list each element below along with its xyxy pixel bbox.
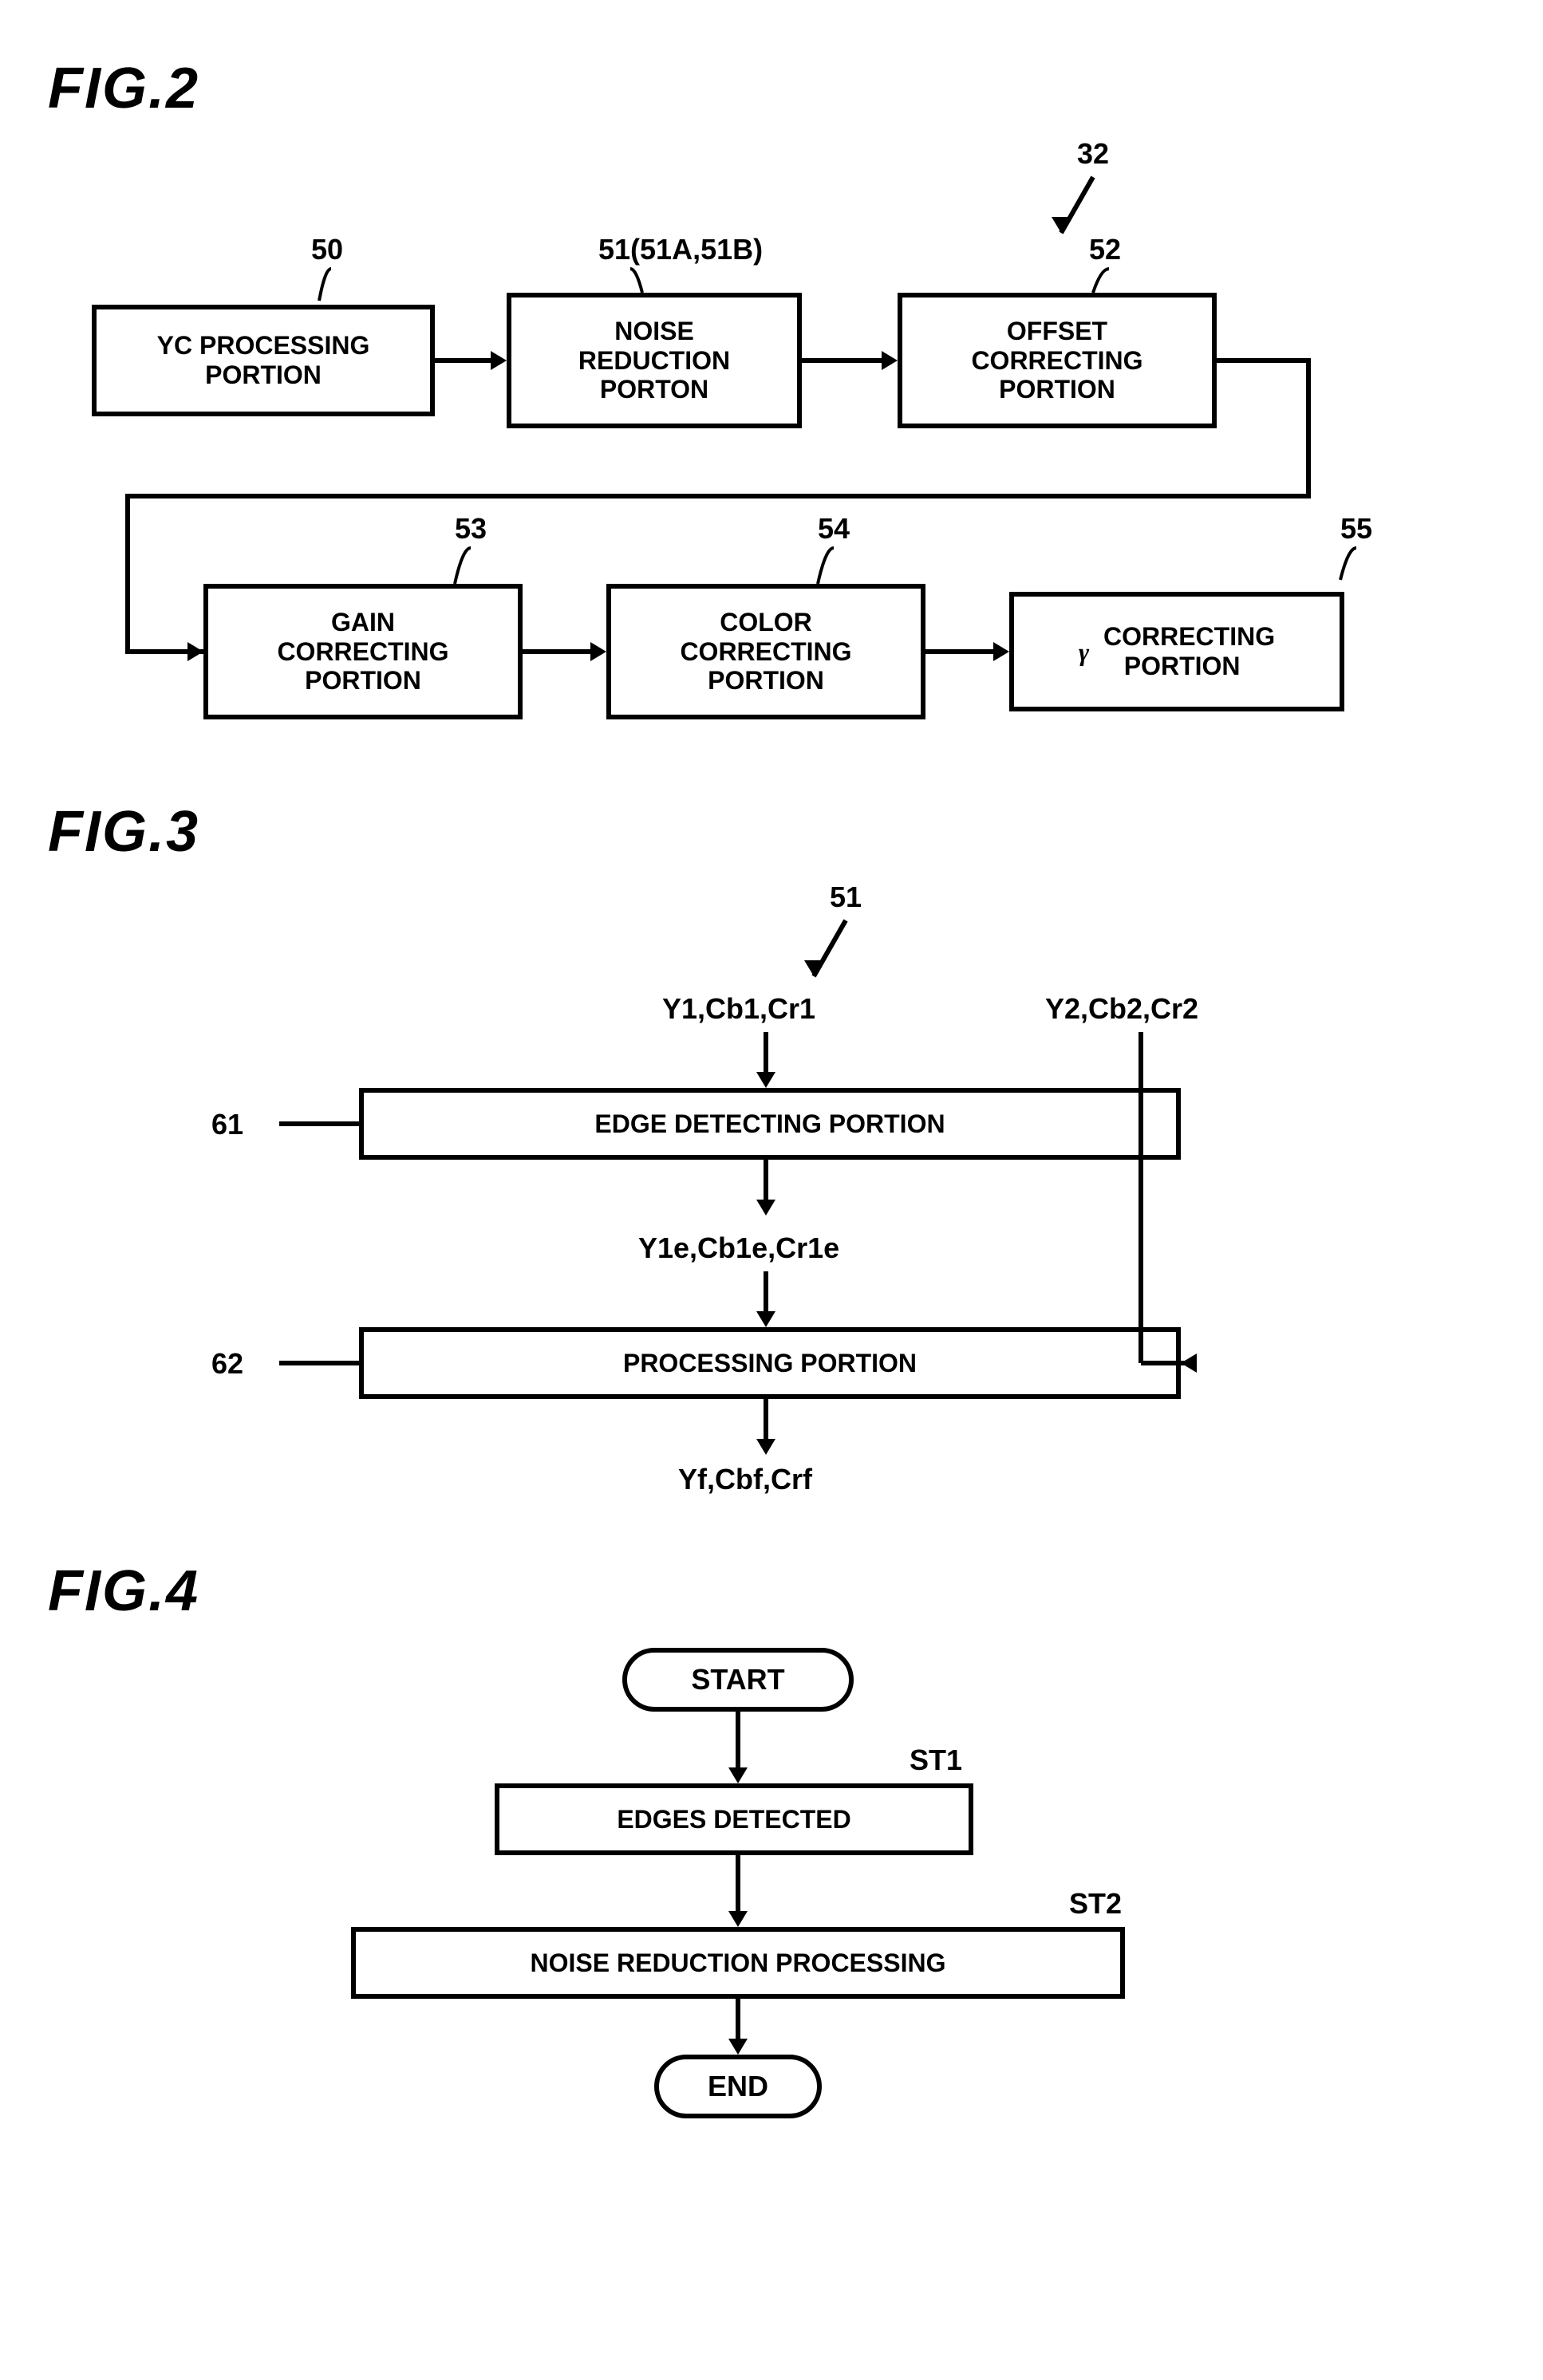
fig3-arrows (48, 881, 1484, 1535)
fig3-area: 51 Y1,Cb1,Cr1 Y2,Cb2,Cr2 EDGE DETECTING … (48, 881, 1484, 1535)
fig4-title: FIG.4 (48, 1558, 199, 1624)
box-gamma-correcting: γ CORRECTINGPORTION (1009, 592, 1344, 711)
fig3-input1: Y1,Cb1,Cr1 (662, 992, 815, 1026)
fig3-pointer-label: 51 (830, 881, 862, 914)
num-52: 52 (1089, 233, 1121, 266)
num-50: 50 (311, 233, 343, 266)
fig2-title: FIG.2 (48, 56, 1495, 121)
num-st1: ST1 (910, 1744, 962, 1777)
box-edge-detecting: EDGE DETECTING PORTION (359, 1088, 1181, 1160)
box-gain-correcting: GAINCORRECTINGPORTION (203, 584, 523, 719)
fig2-pointer-label: 32 (1077, 137, 1109, 171)
box-edges-detected: EDGES DETECTED (495, 1783, 973, 1855)
num-st2: ST2 (1069, 1887, 1122, 1921)
fig3-title: FIG.3 (48, 799, 1495, 865)
fig3-output: Yf,Cbf,Crf (678, 1463, 812, 1496)
num-55: 55 (1340, 512, 1372, 546)
fig3-input2: Y2,Cb2,Cr2 (1045, 992, 1198, 1026)
box-color-correcting: COLORCORRECTINGPORTION (606, 584, 925, 719)
num-51: 51(51A,51B) (598, 233, 763, 266)
fig3-mid: Y1e,Cb1e,Cr1e (638, 1231, 839, 1265)
box-offset-correcting: OFFSETCORRECTINGPORTION (898, 293, 1217, 428)
box-yc-processing: YC PROCESSINGPORTION (92, 305, 435, 416)
pill-start: START (622, 1648, 854, 1712)
fig2-area: 32 YC PROCESSINGPORTION 50 NOISEREDUCTIO… (48, 137, 1484, 775)
box-noise-reduction-processing: NOISE REDUCTION PROCESSING (351, 1927, 1125, 1999)
fig4-area: START EDGES DETECTED ST1 NOISE REDUCTION… (48, 1640, 1484, 2150)
box-processing: PROCESSING PORTION (359, 1327, 1181, 1399)
pill-end: END (654, 2055, 822, 2118)
num-53: 53 (455, 512, 487, 546)
num-62: 62 (211, 1347, 243, 1381)
box-noise-reduction: NOISEREDUCTIONPORTON (507, 293, 802, 428)
num-61: 61 (211, 1108, 243, 1141)
num-54: 54 (818, 512, 850, 546)
